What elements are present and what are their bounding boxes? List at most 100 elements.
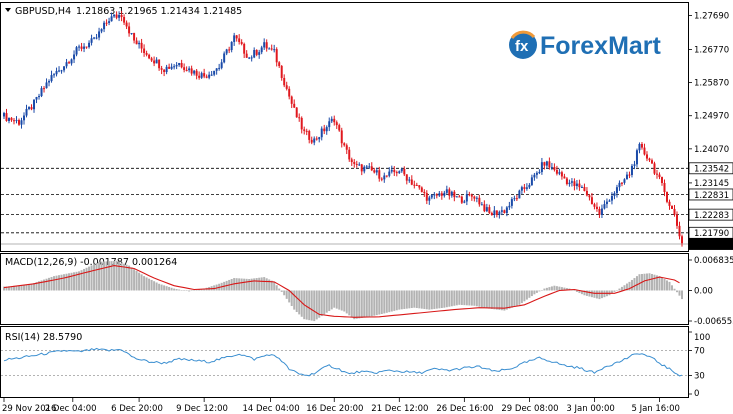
macd-bar <box>480 290 483 308</box>
macd-bar <box>318 290 321 318</box>
macd-bar <box>385 290 388 313</box>
level-tag: 1.22831 <box>688 188 733 201</box>
level-tag: 1.23542 <box>688 162 733 175</box>
macd-bar <box>488 290 491 309</box>
candle-body <box>55 70 58 75</box>
candle-body <box>93 37 96 39</box>
candle-body <box>425 192 428 201</box>
candle-body <box>570 181 573 183</box>
ohlc-values: 1.21863 1.21965 1.21434 1.21485 <box>76 6 242 17</box>
macd-bar <box>293 290 296 310</box>
macd-bar <box>20 285 23 291</box>
candle-body <box>33 99 36 110</box>
macd-bar <box>328 290 331 312</box>
macd-bar <box>163 285 166 291</box>
candle-body <box>628 174 631 176</box>
macd-bar <box>245 278 248 291</box>
macd-bar <box>65 273 68 291</box>
level-tag-label: 1.23542 <box>694 165 729 175</box>
macd-bar <box>100 261 103 291</box>
candle-body <box>643 147 646 155</box>
candle-body <box>558 172 561 174</box>
time-tick-label: 14 Dec 04:00 <box>242 404 299 414</box>
candle-body <box>520 187 523 191</box>
candle-body <box>113 14 116 17</box>
candle-body <box>453 191 456 198</box>
candle-body <box>158 59 161 69</box>
level-tag-box <box>688 208 733 221</box>
candle-body <box>380 178 383 180</box>
candle-body <box>340 130 343 144</box>
candle-body <box>123 16 126 23</box>
candle-body <box>525 187 528 189</box>
macd-bar <box>10 286 13 291</box>
candle-body <box>338 125 341 131</box>
candle-body <box>13 120 16 122</box>
candle-body <box>370 166 373 171</box>
candle-body <box>538 172 541 174</box>
macd-bar <box>188 290 191 292</box>
candle-body <box>368 166 371 168</box>
macd-bar <box>55 275 58 291</box>
candle-body <box>458 196 461 198</box>
candle-body <box>430 195 433 198</box>
horizontal-levels <box>1 167 688 245</box>
candle-body <box>470 195 473 197</box>
macd-bar <box>388 290 391 313</box>
rsi-line <box>3 347 683 377</box>
candle-body <box>465 194 468 202</box>
candle-body <box>490 212 493 215</box>
macd-bar <box>613 290 616 292</box>
macd-bar <box>590 290 593 298</box>
candle-body <box>448 189 451 196</box>
candle-body <box>378 170 381 179</box>
candle-body <box>333 118 336 123</box>
candle-body <box>308 131 311 140</box>
candle-body <box>288 88 291 97</box>
macd-bar <box>508 290 511 309</box>
candle-body <box>25 108 28 116</box>
candle-body <box>238 38 241 43</box>
macd-bar <box>645 273 648 291</box>
candle-body <box>253 49 256 58</box>
macd-bar <box>70 272 73 291</box>
candle-body <box>235 35 238 39</box>
macd-bar <box>128 265 131 291</box>
candle-body <box>215 68 218 71</box>
collapse-triangle-icon[interactable] <box>5 8 11 12</box>
candle-body <box>575 183 578 187</box>
macd-bar <box>365 290 368 318</box>
candle-body <box>603 204 606 209</box>
macd-bar <box>588 290 591 297</box>
forexmart-logo: fx ForexMart <box>509 30 662 60</box>
candle-body <box>363 166 366 172</box>
candle-body <box>360 164 363 172</box>
macd-bar <box>153 281 156 291</box>
candle-body <box>58 70 61 72</box>
macd-bar <box>438 290 441 309</box>
candle-body <box>118 14 121 18</box>
macd-bar <box>630 279 633 291</box>
candle-body <box>510 199 513 206</box>
macd-bar <box>300 290 303 317</box>
candle-body <box>153 60 156 64</box>
macd-bar <box>513 290 516 307</box>
macd-bar <box>313 290 316 322</box>
candle-body <box>115 14 118 18</box>
candle-body <box>328 121 331 128</box>
candle-body <box>15 120 18 122</box>
candle-body <box>248 57 251 59</box>
candle-body <box>593 204 596 207</box>
candle-body <box>138 42 141 45</box>
rsi-tick-label: 30 <box>694 371 705 381</box>
macd-bar <box>493 290 496 310</box>
candle-body <box>225 49 228 54</box>
candle-body <box>610 195 613 201</box>
candle-body <box>108 21 111 23</box>
candle-body <box>208 74 211 78</box>
candle-body <box>233 35 236 42</box>
macd-axis: 0.006835 0.00 -0.006555 <box>688 256 733 327</box>
macd-bar <box>653 274 656 291</box>
macd-tick-label: -0.006555 <box>694 317 733 327</box>
